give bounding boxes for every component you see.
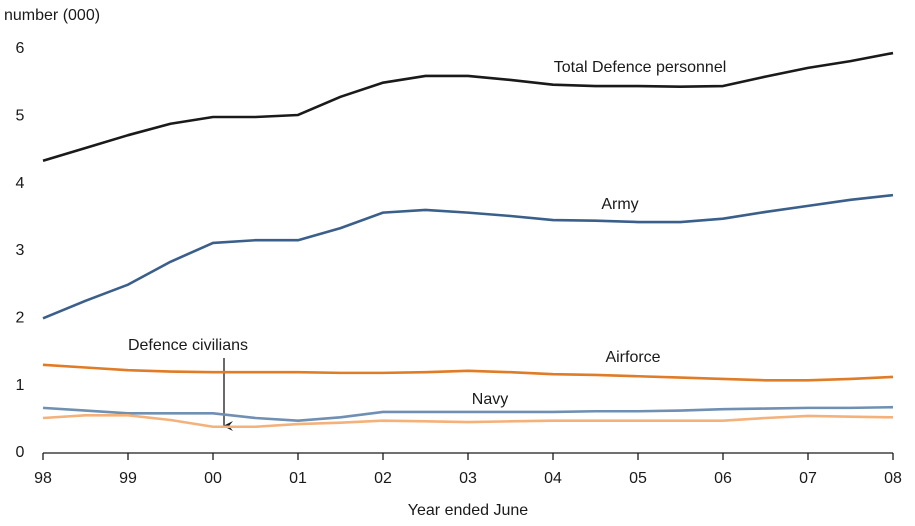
y-tick-label: 3 xyxy=(16,242,25,259)
x-tick-label: 07 xyxy=(799,470,817,487)
series-label: Total Defence personnel xyxy=(554,59,727,76)
y-axis-label: number (000) xyxy=(4,7,100,24)
series-label: Navy xyxy=(472,391,508,408)
x-tick-label: 04 xyxy=(544,470,562,487)
series-label: Airforce xyxy=(605,349,660,366)
y-tick-label: 1 xyxy=(16,377,25,394)
x-tick-label: 06 xyxy=(714,470,732,487)
y-tick-label: 2 xyxy=(16,310,25,327)
x-tick-label: 99 xyxy=(119,470,137,487)
y-tick-label: 0 xyxy=(16,444,25,461)
series-line xyxy=(42,363,894,382)
y-tick-label: 6 xyxy=(16,40,25,57)
series-label: Defence civilians xyxy=(128,337,248,354)
x-tick-label: 05 xyxy=(629,470,647,487)
series-line xyxy=(42,413,894,429)
x-tick-label: 02 xyxy=(374,470,392,487)
x-tick-label: 01 xyxy=(289,470,307,487)
series-label: Army xyxy=(601,196,638,213)
x-tick-label: 00 xyxy=(204,470,222,487)
y-tick-label: 5 xyxy=(16,108,25,125)
x-axis-label: Year ended June xyxy=(408,502,529,519)
y-tick-label: 4 xyxy=(16,175,25,192)
series-line xyxy=(42,405,894,422)
x-tick-label: 98 xyxy=(34,470,52,487)
series-line xyxy=(42,51,894,163)
x-tick-label: 03 xyxy=(459,470,477,487)
x-tick-label: 08 xyxy=(884,470,902,487)
series-line xyxy=(42,193,894,320)
